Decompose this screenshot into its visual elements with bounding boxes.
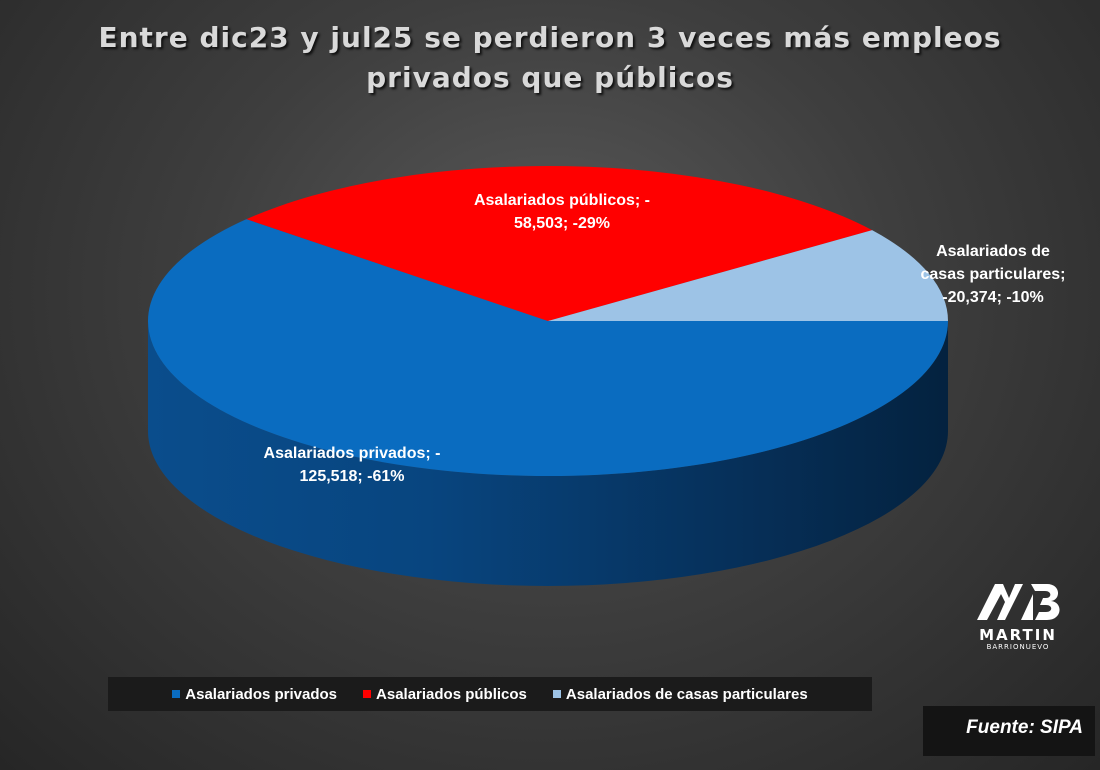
chart-legend: Asalariados privados Asalariados público… [108, 677, 872, 711]
legend-swatch-publicos [363, 690, 372, 698]
brand-logo: MARTIN BARRIONUEVO [968, 580, 1068, 651]
data-label-casas-particulares-line-1: Asalariados de [936, 243, 1050, 260]
data-label-publicos-line-2: 58,503; -29% [514, 215, 610, 232]
data-label-publicos-line-1: Asalariados públicos; - [474, 192, 650, 209]
pie-slice-privados [147, 219, 948, 477]
legend-item-publicos: Asalariados públicos [363, 686, 527, 703]
data-label-publicos: Asalariados públicos; - 58,503; -29% [474, 192, 650, 232]
legend-item-casas-particulares: Asalariados de casas particulares [552, 685, 808, 703]
mb-logo-icon [977, 584, 1060, 620]
legend-label-publicos: Asalariados públicos [376, 685, 527, 703]
chart-title: Entre dic23 y jul25 se perdieron 3 veces… [80, 18, 1020, 98]
pie-slice-publicos [246, 166, 873, 321]
logo-subword: BARRIONUEVO [986, 643, 1050, 651]
legend-item-privados: Asalariados privados [172, 686, 337, 703]
logo-word: MARTIN [979, 626, 1057, 644]
source-note: Fuente: SIPA [923, 706, 1095, 756]
legend-swatch-privados [172, 690, 181, 698]
data-label-casas-particulares: Asalariados de casas particulares; -20,374… [921, 243, 1066, 306]
pie-side-wall [148, 321, 948, 586]
chart-title-line-1: Entre dic23 y jul25 se perdieron 3 veces… [98, 21, 1002, 54]
pie-slice-casas-particulares [548, 230, 948, 321]
data-label-casas-particulares-line-3: -20,374; -10% [942, 289, 1043, 306]
legend-label-privados: Asalariados privados [185, 685, 338, 703]
legend-label-casas-particulares: Asalariados de casas particulares [565, 685, 808, 703]
legend-swatch-casas-particulares [552, 690, 561, 698]
data-label-privados: Asalariados privados; - 125,518; -61% [264, 445, 441, 485]
data-label-privados-line-1: Asalariados privados; - [264, 445, 441, 462]
chart-title-line-2: privados que públicos [366, 61, 734, 94]
data-label-casas-particulares-line-2: casas particulares; [921, 266, 1066, 283]
data-label-privados-line-2: 125,518; -61% [300, 468, 405, 485]
